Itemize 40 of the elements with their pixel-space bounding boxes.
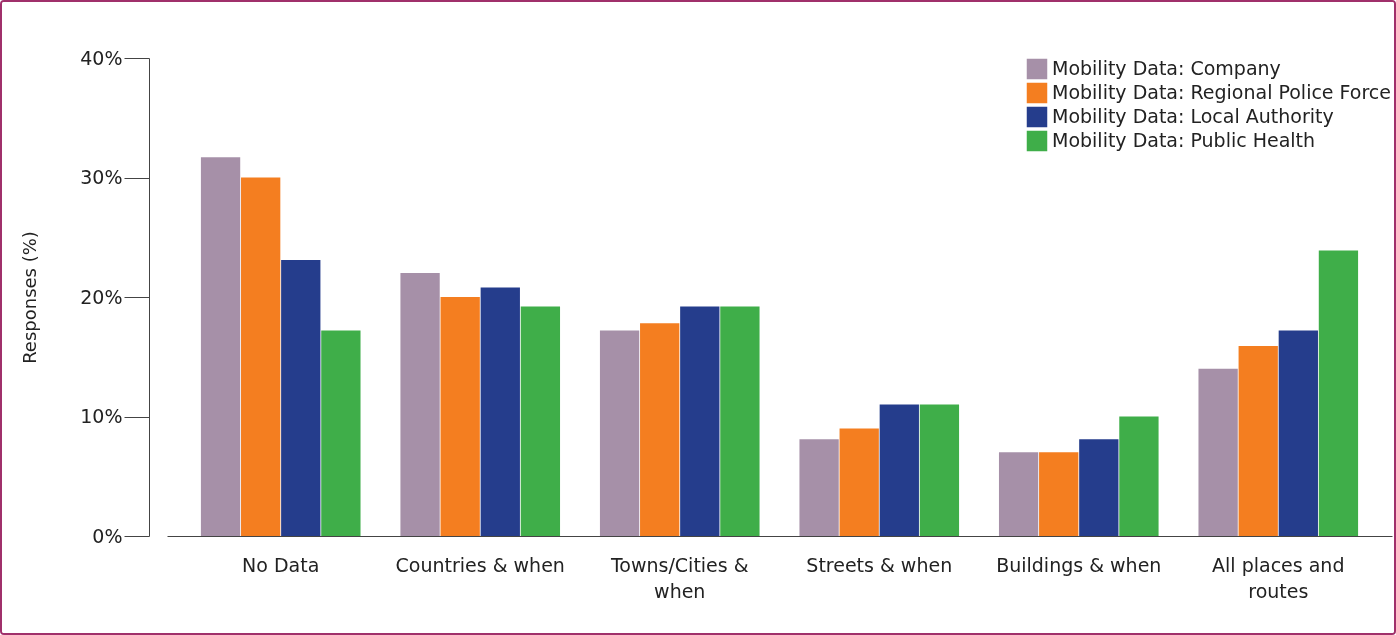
- x-tick-label: Towns/Cities & when: [609, 553, 749, 602]
- bar: [1318, 250, 1359, 536]
- y-tick-label: 20%: [80, 285, 123, 308]
- x-tick-label: No Data: [242, 553, 320, 576]
- legend-label: Mobility Data: Public Health: [1052, 129, 1316, 151]
- legend-label: Mobility Data: Regional Police Force: [1052, 81, 1392, 103]
- bar: [400, 273, 440, 536]
- bar: [1198, 368, 1238, 536]
- bar: [1238, 346, 1278, 536]
- bar: [839, 428, 879, 536]
- bar: [1039, 452, 1079, 536]
- y-tick-label: 40%: [80, 46, 123, 69]
- bar: [321, 330, 361, 536]
- bar: [1119, 416, 1159, 536]
- bar: [879, 404, 919, 536]
- bar: [440, 297, 480, 536]
- legend-label: Mobility Data: Company: [1052, 57, 1281, 79]
- bar: [720, 306, 760, 536]
- x-tick-label: All places and routes: [1212, 553, 1345, 602]
- bar: [281, 259, 321, 536]
- bar: [799, 439, 839, 536]
- y-tick-label: 30%: [80, 166, 123, 188]
- bar: [1079, 439, 1119, 536]
- y-axis-title: Responses (%): [19, 231, 41, 364]
- bar: [599, 330, 640, 536]
- x-tick-label: Streets & when: [806, 553, 953, 576]
- bar: [480, 287, 520, 536]
- bar: [680, 306, 720, 536]
- y-tick-label: 10%: [80, 405, 123, 427]
- x-tick-label: Countries & when: [395, 553, 565, 576]
- bar: [200, 157, 241, 536]
- x-tick-label: Buildings & when: [996, 553, 1162, 576]
- bar: [1278, 330, 1318, 536]
- bar: [998, 452, 1039, 536]
- y-tick-label: 0%: [92, 524, 123, 547]
- bar: [241, 177, 281, 536]
- bar: [919, 404, 960, 536]
- bar: [520, 306, 561, 536]
- legend-label: Mobility Data: Local Authority: [1052, 105, 1334, 127]
- bar: [640, 323, 680, 536]
